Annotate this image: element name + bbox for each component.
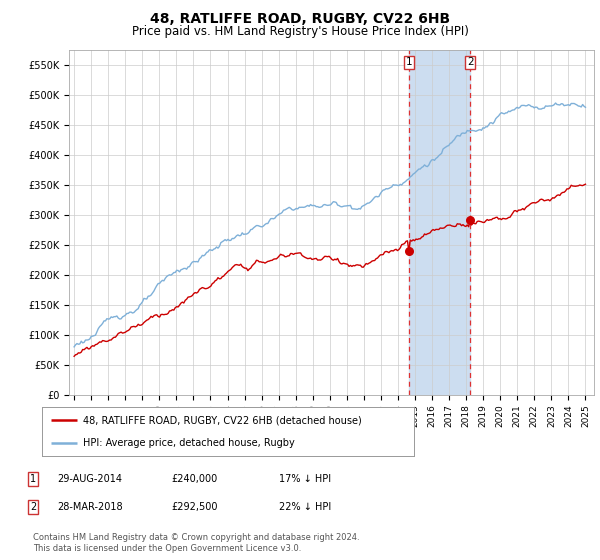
Text: 48, RATLIFFE ROAD, RUGBY, CV22 6HB (detached house): 48, RATLIFFE ROAD, RUGBY, CV22 6HB (deta… <box>83 416 362 426</box>
Text: 1: 1 <box>30 474 36 484</box>
Point <box>404 246 414 255</box>
Text: 2: 2 <box>467 58 473 67</box>
Text: 28-MAR-2018: 28-MAR-2018 <box>57 502 122 512</box>
Text: Price paid vs. HM Land Registry's House Price Index (HPI): Price paid vs. HM Land Registry's House … <box>131 25 469 38</box>
Text: 29-AUG-2014: 29-AUG-2014 <box>57 474 122 484</box>
Point <box>465 215 475 224</box>
Text: 22% ↓ HPI: 22% ↓ HPI <box>279 502 331 512</box>
Text: 48, RATLIFFE ROAD, RUGBY, CV22 6HB: 48, RATLIFFE ROAD, RUGBY, CV22 6HB <box>150 12 450 26</box>
Text: HPI: Average price, detached house, Rugby: HPI: Average price, detached house, Rugb… <box>83 438 295 448</box>
Text: £240,000: £240,000 <box>171 474 217 484</box>
Text: 17% ↓ HPI: 17% ↓ HPI <box>279 474 331 484</box>
Text: Contains HM Land Registry data © Crown copyright and database right 2024.
This d: Contains HM Land Registry data © Crown c… <box>33 533 359 553</box>
Text: 1: 1 <box>406 58 412 67</box>
Text: 2: 2 <box>30 502 36 512</box>
Bar <box>409 50 470 395</box>
Text: £292,500: £292,500 <box>171 502 217 512</box>
